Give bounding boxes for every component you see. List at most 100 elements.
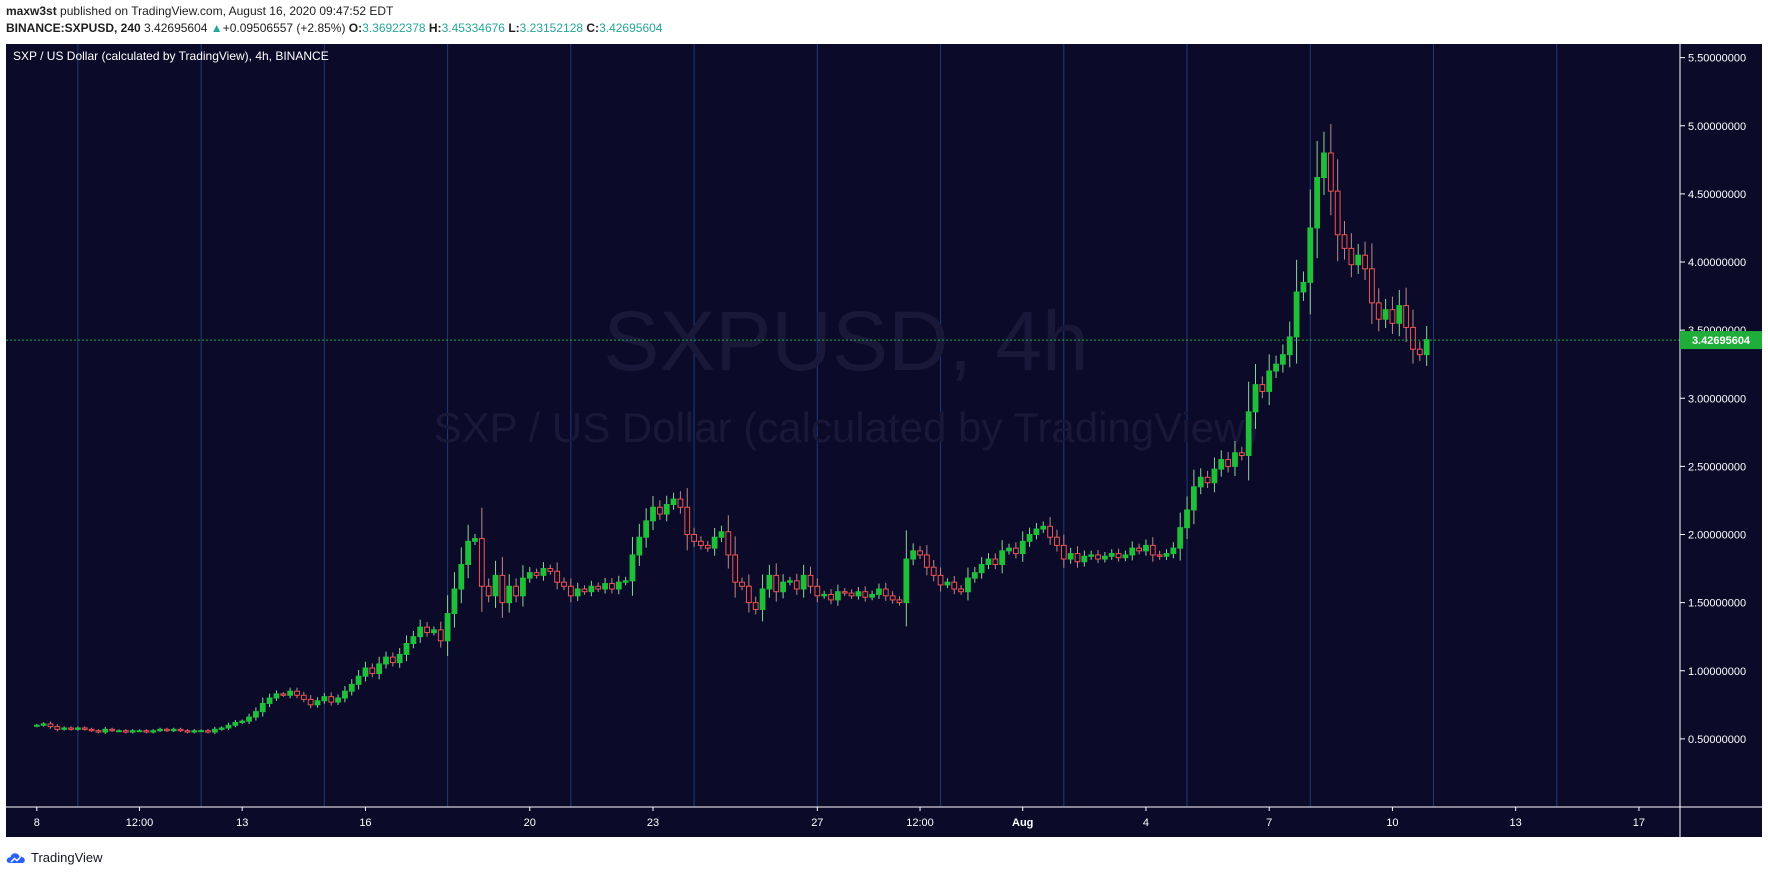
candle-up: [1170, 547, 1177, 555]
footer: TradingView: [6, 846, 103, 868]
candle-down: [95, 730, 102, 733]
candle-up: [61, 727, 68, 730]
candle-up: [348, 683, 355, 692]
candle-up: [314, 700, 321, 706]
tradingview-cloud-icon[interactable]: [6, 850, 26, 864]
candle-up: [129, 730, 136, 733]
candle-up: [910, 550, 917, 560]
symbol-label[interactable]: BINANCE:SXPUSD, 240: [6, 21, 141, 35]
candle-down: [1136, 547, 1143, 552]
candle-up: [1184, 509, 1190, 529]
tradingview-brand[interactable]: TradingView: [31, 849, 103, 865]
time-tick-label: 4: [1143, 817, 1149, 829]
last-value: 3.42695604: [144, 21, 208, 35]
candle-up: [396, 653, 403, 664]
price-tick-label: 0.50000000: [1688, 734, 1746, 746]
candle-down: [205, 730, 211, 733]
candle-up: [218, 727, 225, 730]
candle-up: [444, 613, 451, 642]
candle-down: [561, 581, 567, 587]
candle-up: [971, 572, 978, 579]
time-tick-label: 17: [1633, 817, 1645, 829]
candle-down: [882, 588, 889, 597]
candle-up: [1088, 554, 1095, 557]
candle-up: [1293, 291, 1300, 338]
candle-up: [869, 593, 875, 598]
time-tick-label: 27: [811, 817, 823, 829]
price-tick-label: 1.00000000: [1688, 666, 1746, 678]
candle-up: [1163, 553, 1170, 557]
watermark-symbol: SXPUSD, 4h: [603, 294, 1089, 388]
publish-info: maxw3st published on TradingView.com, Au…: [6, 4, 393, 18]
candle-down: [485, 585, 492, 597]
open-value: 3.36922378: [362, 21, 426, 35]
candle-up: [403, 643, 410, 655]
candle-up: [376, 663, 383, 674]
price-tick-label: 2.50000000: [1688, 461, 1746, 473]
candle-down: [163, 728, 170, 732]
candle-down: [704, 544, 711, 549]
chart-background: [6, 44, 1762, 837]
candle-up: [876, 588, 882, 595]
candle-down: [1204, 476, 1211, 484]
candle-down: [732, 554, 739, 583]
candle-down: [595, 585, 602, 590]
candle-up: [33, 724, 40, 727]
time-tick-label: Aug: [1012, 817, 1033, 829]
candle-up: [718, 531, 725, 538]
candle-down: [1341, 234, 1348, 249]
time-tick-label: 12:00: [906, 817, 934, 829]
candle-up: [198, 730, 205, 733]
candle-down: [1389, 309, 1396, 324]
candle-down: [951, 581, 958, 590]
high-label: H:: [428, 21, 442, 35]
candle-down: [184, 730, 191, 733]
candle-down: [1012, 547, 1019, 555]
candle-up: [1033, 528, 1040, 535]
candle-down: [1348, 247, 1355, 266]
close-label: C:: [586, 21, 600, 35]
candle-up: [465, 540, 472, 565]
candle-up: [999, 550, 1006, 565]
candle-up: [472, 538, 478, 542]
last-price-badge-bg: [1680, 331, 1762, 350]
candle-up: [1026, 534, 1033, 542]
candle-down: [656, 506, 663, 515]
candle-up: [1232, 452, 1238, 467]
candle-up: [1190, 486, 1197, 511]
candle-up: [615, 581, 622, 590]
candle-up: [622, 580, 629, 583]
candle-up: [526, 572, 533, 579]
candle-up: [1067, 553, 1074, 560]
candle-up: [1300, 281, 1307, 293]
low-label: L:: [508, 21, 520, 35]
candle-down: [369, 667, 376, 674]
candle-down: [1115, 553, 1122, 559]
candle-up: [602, 583, 608, 590]
candle-up: [335, 697, 341, 703]
candle-down: [684, 506, 691, 535]
author-name[interactable]: maxw3st: [6, 4, 57, 18]
candle-down: [424, 626, 430, 634]
candle-down: [923, 554, 930, 568]
candle-up: [787, 580, 793, 583]
candle-down: [1416, 348, 1423, 356]
chart-area[interactable]: SXPUSD, 4h SXP / US Dollar (calculated b…: [6, 44, 1762, 837]
candle-up: [1101, 555, 1108, 560]
candle-up: [1081, 555, 1088, 563]
candlestick-chart[interactable]: SXPUSD, 4h SXP / US Dollar (calculated b…: [6, 44, 1762, 837]
candle-down: [1259, 384, 1266, 392]
candle-down: [889, 595, 896, 601]
candle-up: [520, 577, 526, 597]
price-tick-label: 5.00000000: [1688, 121, 1746, 133]
candle-down: [54, 726, 61, 730]
candle-down: [1095, 554, 1101, 560]
candle-up: [1006, 547, 1012, 552]
candle-up: [362, 667, 369, 677]
price-axis-panel[interactable]: [1680, 44, 1762, 837]
candle-down: [581, 588, 588, 593]
candle-down: [725, 531, 732, 556]
candle-up: [1211, 468, 1218, 484]
candle-up: [629, 554, 636, 582]
candle-down: [1362, 254, 1368, 270]
